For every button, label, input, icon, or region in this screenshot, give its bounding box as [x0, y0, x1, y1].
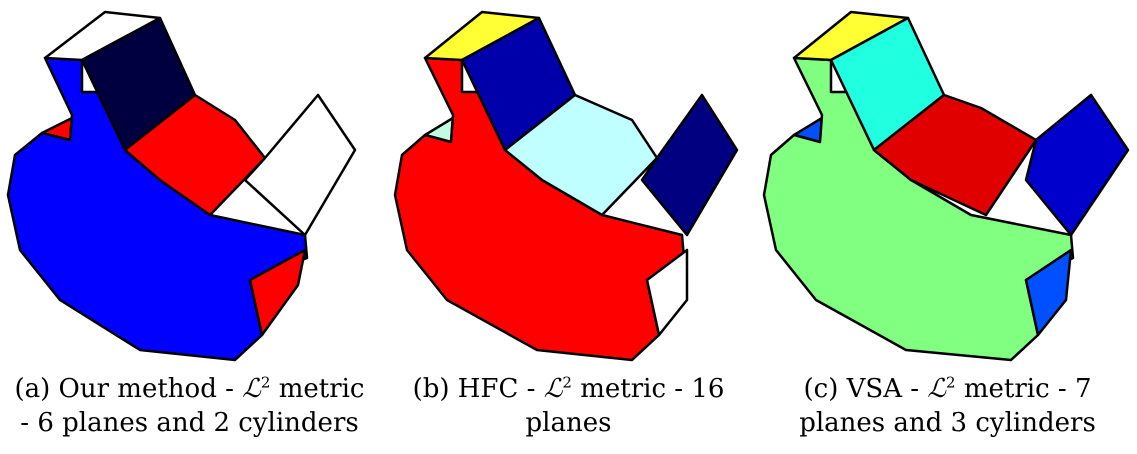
caption-b: (b) HFC - ℒ2 metric - 16 planes [379, 372, 758, 440]
panel-c: (c) VSA - ℒ2 metric - 7 planes and 3 cyl… [758, 0, 1137, 454]
caption-line1: (b) HFC - ℒ2 metric - 16 [379, 372, 758, 406]
metric-exponent: 2 [562, 373, 572, 392]
panel-b: (b) HFC - ℒ2 metric - 16 planes [379, 0, 758, 454]
right-box-face [640, 93, 739, 237]
caption-c: (c) VSA - ℒ2 metric - 7 planes and 3 cyl… [758, 372, 1137, 440]
caption-line2: planes [525, 408, 612, 438]
metric-symbol: ℒ [242, 374, 261, 404]
caption-line1: (c) VSA - ℒ2 metric - 7 [758, 372, 1137, 406]
small-right-face [645, 248, 689, 337]
caption-a: (a) Our method - ℒ2 metric - 6 planes an… [0, 372, 379, 440]
right-box-face [243, 93, 357, 237]
caption-line2: - 6 planes and 2 cylinders [20, 408, 359, 438]
metric-exponent: 2 [260, 373, 271, 392]
caption-line1: (a) Our method - ℒ2 metric [0, 372, 379, 406]
caption-rest: metric [278, 374, 365, 404]
model-render-a [6, 10, 357, 362]
small-right-face [248, 248, 307, 337]
metric-symbol: ℒ [543, 374, 563, 404]
caption-rest: metric - 7 [963, 374, 1092, 404]
model-render-c [762, 10, 1130, 362]
caption-label: (a) Our method - [14, 374, 234, 404]
caption-rest: metric - 16 [580, 374, 725, 404]
panel-a: (a) Our method - ℒ2 metric - 6 planes an… [0, 0, 379, 454]
model-render-b [393, 10, 739, 362]
metric-exponent: 2 [946, 373, 956, 392]
metric-symbol: ℒ [927, 374, 947, 404]
caption-line2: planes and 3 cylinders [799, 408, 1096, 438]
caption-label: (b) HFC - [412, 374, 536, 404]
right-box-face [1024, 93, 1130, 237]
small-right-face [1024, 248, 1073, 337]
caption-label: (c) VSA - [803, 374, 920, 404]
